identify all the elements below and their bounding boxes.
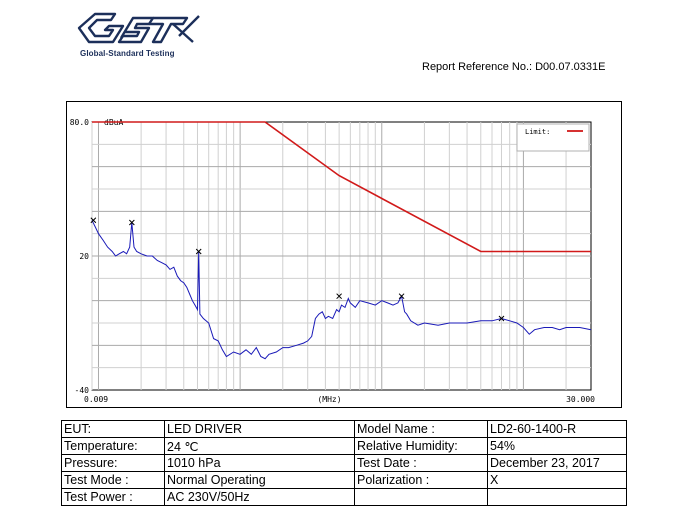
info-value-cell: LED DRIVER — [164, 420, 355, 438]
legend-box — [516, 123, 590, 152]
info-label-cell: Model Name : — [354, 420, 488, 438]
info-value-cell: December 23, 2017 — [487, 454, 627, 472]
legend-label: Limit: — [525, 128, 550, 136]
info-label-cell: Relative Humidity: — [354, 437, 488, 455]
peak-marker — [398, 293, 405, 300]
info-label-cell: Test Date : — [354, 454, 488, 472]
measurement-line — [91, 220, 592, 360]
x-tick-label: 30.000 — [566, 395, 595, 404]
test-info-table: EUT: LED DRIVER Model Name : LD2-60-1400-R T… — [61, 420, 627, 506]
info-label-cell: Polarization : — [354, 471, 488, 489]
limit-line — [92, 121, 591, 253]
info-value-cell: LD2-60-1400-R — [487, 420, 627, 438]
info-label-cell: Temperature: — [61, 437, 165, 455]
table-row: EUT: LED DRIVER Model Name : LD2-60-1400-R — [61, 420, 627, 438]
info-value-cell: Normal Operating — [164, 471, 355, 489]
report-reference: Report Reference No.: D00.07.0331E — [422, 61, 606, 73]
peak-marker — [195, 248, 202, 255]
table-row: Test Power : AC 230V/50Hz — [61, 488, 627, 506]
info-label-cell: EUT: — [61, 420, 165, 438]
info-value-cell: 54% — [487, 437, 627, 455]
x-axis-label: (MHz) — [317, 395, 341, 404]
peak-marker — [336, 293, 342, 300]
emission-chart: 80.0 20 -40 dBuA 0.009 30.000 (MHz) Limit: — [66, 101, 622, 408]
logo-tagline: Global-Standard Testing — [80, 49, 175, 58]
info-label-cell — [354, 488, 488, 506]
info-value-cell — [487, 488, 627, 506]
info-value-cell: 24 ℃ — [164, 437, 355, 455]
gst-logo — [77, 12, 200, 44]
peak-marker — [128, 219, 135, 226]
table-row: Temperature: 24 ℃ Relative Humidity: 54% — [61, 437, 627, 455]
y-tick-label: 80.0 — [70, 118, 89, 127]
info-label-cell: Test Mode : — [61, 471, 165, 489]
info-label-cell: Pressure: — [61, 454, 165, 472]
peak-marker — [498, 315, 505, 322]
info-value-cell: X — [487, 471, 627, 489]
info-label-cell: Test Power : — [61, 488, 165, 506]
y-tick-label: 20 — [79, 252, 89, 261]
info-value-cell: AC 230V/50Hz — [164, 488, 355, 506]
y-tick-label: -40 — [75, 386, 90, 395]
peak-marker — [90, 217, 97, 224]
info-value-cell: 1010 hPa — [164, 454, 355, 472]
x-tick-label: 0.009 — [84, 395, 108, 404]
table-row: Test Mode : Normal Operating Polarization … — [61, 471, 627, 489]
table-row: Pressure: 1010 hPa Test Date : December 23,… — [61, 454, 627, 472]
